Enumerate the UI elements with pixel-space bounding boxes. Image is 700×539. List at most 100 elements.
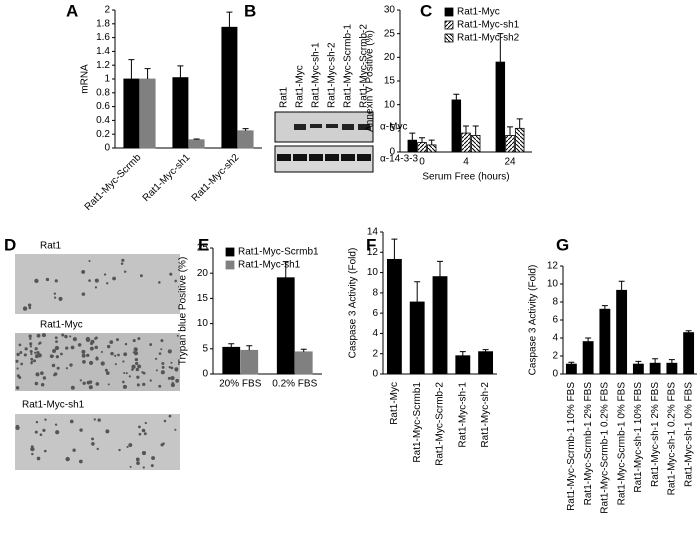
legend-label: Rat1-Myc [457,7,500,18]
cell [78,459,83,464]
cell [103,273,107,276]
cell [52,349,56,353]
error-bar [652,358,659,364]
cell [158,281,161,284]
cell [104,368,108,372]
lane-label: Rat1-Myc-Scrmb-2 [359,24,370,108]
cell [100,350,103,354]
cell [15,386,20,390]
cell [174,279,177,283]
cell [86,353,90,358]
cell [107,383,110,386]
cell [175,378,180,383]
cell [175,369,178,372]
y-tick-label: 0 [372,369,378,380]
error-bar [453,93,460,100]
bar [683,332,695,375]
cell [77,343,82,347]
cell [126,445,129,448]
cell [150,464,154,468]
bar [240,349,259,375]
error-bar [419,137,425,143]
x-tick-label: Rat1-Myc-Scrmb-2 [435,382,446,466]
cell [55,340,58,343]
cell [170,366,174,370]
y-tick-label: 10 [384,99,396,110]
cell [136,375,140,379]
cell [82,381,86,385]
blot-band [342,124,354,130]
cell [55,355,59,359]
cell [65,456,70,462]
cell [43,449,47,453]
y-axis-label: Annexin V Positive (%) [365,30,376,132]
cell [149,343,153,347]
cell [176,334,179,337]
x-tick-label: Rat1-Myc-Scrmb-1 10% FBS [566,382,577,511]
y-tick-label: 6 [372,308,378,319]
x-tick-label: Rat1-Myc-Scrmb-1 0% FBS [616,382,627,506]
cell [29,349,33,354]
y-tick-label: 1.2 [96,60,110,71]
y-tick-label: 0.2 [96,129,110,140]
cell [53,292,57,295]
cell [133,351,139,356]
y-tick-label: 4 [552,333,558,344]
error-bar [568,361,575,365]
cell [94,278,99,283]
cell [42,376,47,380]
cell [23,353,27,357]
x-tick-label: 24 [504,157,516,168]
cell [29,342,33,346]
error-bar [685,330,692,333]
error-bar [516,118,523,129]
x-tick-label: Rat1-Myc-Scrmb-1 2% FBS [583,382,594,506]
cell [72,448,76,452]
cell [135,361,139,366]
bar [222,346,241,375]
error-bar [193,138,200,140]
error-bar [472,125,479,136]
cell [96,447,99,451]
legend-label: Rat1-Myc-sh1 [457,20,520,31]
cell [149,379,152,382]
cell [29,337,32,340]
antibody-label: α-Myc [380,122,407,133]
cell [28,334,32,338]
error-bar [507,126,513,136]
cell [51,363,56,368]
blot-band [341,154,355,161]
bar [514,127,525,153]
cell [155,369,158,372]
error-bar [437,260,443,277]
x-tick-label: Rat1-Myc-sh-1 0.2% FBS [667,382,678,496]
cell [45,277,50,282]
cell [69,335,72,338]
error-bar [226,11,233,28]
cell [34,381,39,386]
cell [137,364,142,369]
y-tick-label: 12 [367,247,379,258]
legend-swatch [444,20,454,30]
cell [36,333,41,338]
x-axis-label: Serum Free (hours) [422,172,509,183]
cell [35,372,40,377]
lane-label: Rat1-Myc-sh-1 [311,42,322,108]
panel-letter: C [420,1,432,20]
x-tick-label: Rat1-Myc-Scrmb1 [412,382,423,463]
cell [24,347,28,351]
cell [22,306,28,311]
cell [123,270,127,273]
cell [91,442,95,446]
micrograph-label: Rat1-Myc-sh1 [22,400,85,411]
cell [97,418,101,422]
cell [65,346,69,350]
cell [94,345,98,350]
cell [88,279,91,282]
cell [55,430,60,435]
cell [33,359,37,363]
cell [136,383,140,387]
y-tick-label: 12 [547,261,559,272]
bar [495,61,506,153]
bar [649,362,661,375]
